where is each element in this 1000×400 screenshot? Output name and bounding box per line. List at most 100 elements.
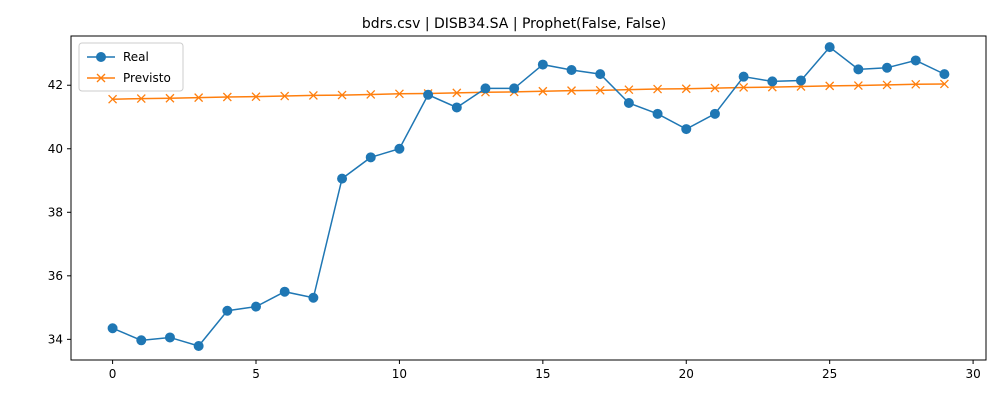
y-tick-label: 38 (48, 205, 63, 219)
x-marker-stroke (366, 89, 376, 99)
data-point-real (480, 83, 491, 94)
x-marker-stroke (280, 91, 290, 101)
data-point-previsto (194, 93, 204, 103)
y-tick-label: 36 (48, 269, 63, 283)
x-axis: 0 5 10 15 20 25 30 (109, 360, 981, 381)
x-marker-stroke (911, 79, 921, 89)
data-point-previsto (337, 90, 347, 100)
y-tick-label: 42 (48, 78, 63, 92)
data-point-previsto (595, 85, 605, 95)
x-marker-stroke (624, 85, 634, 95)
data-point-real (251, 301, 262, 312)
data-point-real (910, 55, 921, 66)
legend: Real Previsto (78, 42, 184, 92)
data-point-real (423, 89, 434, 100)
x-marker-stroke (653, 84, 663, 94)
x-marker-stroke (595, 85, 605, 95)
data-point-previsto (710, 83, 720, 93)
data-point-previsto (452, 88, 462, 98)
legend-label-real: Real (123, 50, 149, 64)
x-marker-stroke (165, 93, 175, 103)
x-marker-stroke (882, 80, 892, 90)
data-point-real (451, 102, 462, 113)
x-marker-stroke (538, 86, 548, 96)
x-tick-label: 5 (252, 367, 260, 381)
y-tick-label: 34 (48, 332, 63, 346)
legend-label-previsto: Previsto (123, 71, 171, 85)
x-tick-label: 10 (392, 367, 407, 381)
data-point-real (136, 335, 147, 346)
data-point-real (337, 173, 348, 184)
data-point-previsto (939, 79, 949, 89)
x-marker-stroke (452, 88, 462, 98)
x-marker-stroke (394, 89, 404, 99)
data-point-previsto (280, 91, 290, 101)
data-point-previsto (394, 89, 404, 99)
x-tick-label: 25 (822, 367, 837, 381)
x-marker-stroke (853, 81, 863, 91)
x-marker-stroke (308, 90, 318, 100)
data-point-real (652, 108, 663, 119)
data-point-real (509, 83, 520, 94)
data-point-previsto (108, 94, 118, 104)
x-marker-stroke (710, 83, 720, 93)
data-point-real (193, 341, 204, 352)
legend-marker-previsto (96, 73, 106, 83)
data-point-real (882, 62, 893, 73)
data-point-real (595, 69, 606, 80)
data-point-real (394, 143, 405, 154)
y-axis: 34 36 38 40 42 (48, 78, 71, 346)
plot-marks (107, 42, 950, 352)
data-point-previsto (165, 93, 175, 103)
data-point-real (365, 152, 376, 163)
data-point-previsto (853, 81, 863, 91)
data-point-previsto (825, 81, 835, 91)
y-tick-label: 40 (48, 142, 63, 156)
data-point-real (537, 59, 548, 70)
data-point-previsto (136, 94, 146, 104)
x-marker-stroke (194, 93, 204, 103)
data-point-previsto (739, 82, 749, 92)
data-point-real (164, 332, 175, 343)
x-marker-stroke (681, 84, 691, 94)
legend-marker-real (96, 52, 106, 62)
data-point-real (623, 98, 634, 109)
data-point-real (222, 305, 233, 316)
x-marker-stroke (739, 82, 749, 92)
data-point-real (795, 75, 806, 86)
data-point-previsto (222, 92, 232, 102)
data-point-real (767, 76, 778, 87)
x-marker-stroke (825, 81, 835, 91)
data-point-real (939, 69, 950, 80)
data-point-real (853, 64, 864, 75)
data-point-previsto (308, 90, 318, 100)
x-tick-label: 30 (965, 367, 980, 381)
data-point-real (308, 292, 319, 303)
data-point-previsto (567, 86, 576, 96)
data-point-real (279, 286, 290, 297)
series-line-previsto (112, 83, 945, 100)
x-marker-stroke (136, 94, 146, 104)
data-point-previsto (681, 84, 691, 94)
data-point-previsto (251, 92, 261, 102)
data-point-real (824, 42, 835, 53)
x-tick-label: 20 (679, 367, 694, 381)
x-marker-stroke (222, 92, 232, 102)
data-point-real (107, 323, 118, 334)
x-tick-label: 0 (109, 367, 117, 381)
data-point-previsto (653, 84, 663, 94)
data-point-real (738, 71, 749, 82)
chart-title: bdrs.csv | DISB34.SA | Prophet(False, Fa… (362, 16, 666, 32)
plot-frame (70, 35, 987, 361)
data-point-previsto (624, 85, 634, 95)
data-point-previsto (366, 89, 376, 99)
data-point-previsto (538, 86, 548, 96)
data-point-real (681, 124, 692, 135)
x-marker-stroke (567, 86, 576, 96)
data-point-real (709, 108, 720, 119)
x-tick-label: 15 (535, 367, 550, 381)
x-marker-stroke (939, 79, 949, 89)
data-point-previsto (882, 80, 892, 90)
x-marker-stroke (96, 73, 106, 83)
